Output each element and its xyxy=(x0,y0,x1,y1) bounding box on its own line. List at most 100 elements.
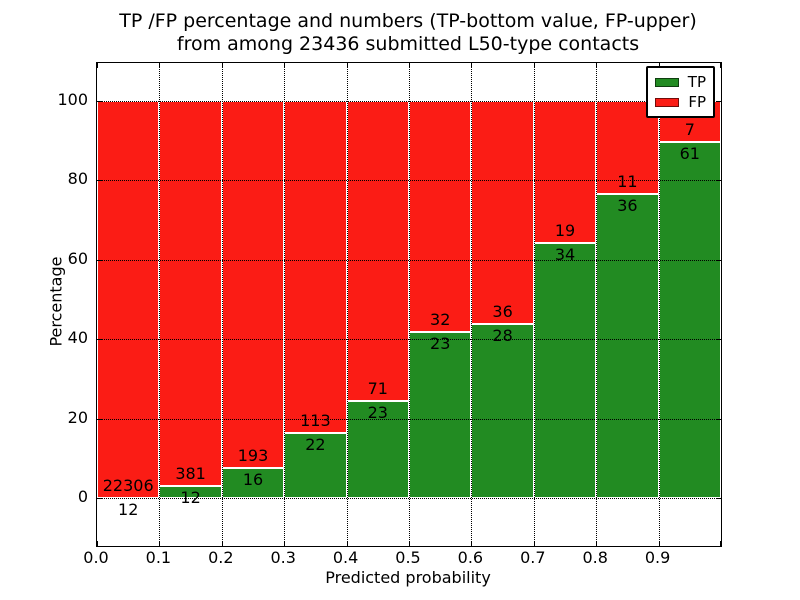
x-tick-mark xyxy=(97,541,98,546)
tp-count-label: 34 xyxy=(554,245,576,265)
bar-fp-segment xyxy=(533,101,597,244)
legend-label-fp: FP xyxy=(688,93,706,111)
x-tick-mark xyxy=(409,541,410,546)
x-tick-mark xyxy=(720,541,721,546)
x-tick-label: 0.4 xyxy=(332,548,359,567)
x-tick-mark xyxy=(471,541,473,546)
tp-count-label: 12 xyxy=(180,487,201,507)
x-tick-mark-top xyxy=(533,63,535,68)
fp-count-label: 113 xyxy=(300,411,331,431)
y-tick-mark-right xyxy=(716,418,721,420)
bars-layer xyxy=(97,63,721,546)
v-gridline xyxy=(409,63,410,546)
x-tick-label: 0.7 xyxy=(520,548,546,567)
legend-label-tp: TP xyxy=(687,73,706,91)
tick-layer xyxy=(97,63,721,546)
bar-fp-segment xyxy=(97,101,160,498)
bar-tp-segment xyxy=(346,400,409,498)
tp-count-label: 12 xyxy=(118,499,139,519)
v-gridline xyxy=(346,63,348,546)
x-tick-mark xyxy=(284,541,286,546)
fp-count-label: 22306 xyxy=(102,475,154,495)
y-tick-mark-right xyxy=(716,259,721,261)
v-gridline xyxy=(221,63,223,546)
legend: TP FP xyxy=(646,66,715,118)
x-tick-mark xyxy=(346,541,348,546)
x-tick-mark-top xyxy=(284,63,286,68)
y-tick-mark xyxy=(97,418,102,420)
tp-count-label: 61 xyxy=(679,143,700,163)
y-axis-label: Percentage xyxy=(46,256,66,347)
x-axis-label: Predicted probability xyxy=(325,568,491,587)
x-tick-mark-top xyxy=(658,63,660,68)
x-tick-label: 0.8 xyxy=(582,548,608,567)
x-tick-label: 0.1 xyxy=(145,548,172,567)
chart-title-line2: from among 23436 submitted L50-type cont… xyxy=(176,33,640,55)
x-tick-mark-top xyxy=(159,63,161,68)
x-tick-mark-top xyxy=(596,63,598,68)
y-tick-label: 100 xyxy=(57,90,88,109)
x-tick-label: 0.0 xyxy=(83,548,109,567)
chart-title: TP /FP percentage and numbers (TP-bottom… xyxy=(96,10,720,56)
y-tick-mark xyxy=(97,101,102,102)
bar-fp-segment xyxy=(596,101,659,194)
x-tick-mark-top xyxy=(720,63,721,68)
y-tick-label: 80 xyxy=(67,169,88,189)
fp-count-label: 71 xyxy=(367,378,388,398)
fp-count-label: 381 xyxy=(175,463,206,483)
bar-tp-segment xyxy=(471,324,534,498)
fp-count-label: 7 xyxy=(684,119,695,139)
bar-labels-layer: 22306 12 381 12 193 16 113 22 71 23 32 23 36 28 19 34 11… xyxy=(97,63,721,546)
x-tick-mark xyxy=(221,541,223,546)
chart-title-line1: TP /FP percentage and numbers (TP-bottom… xyxy=(119,10,697,32)
fp-count-label: 19 xyxy=(554,221,576,241)
v-gridline xyxy=(159,63,161,546)
y-tick-mark-right xyxy=(716,498,721,499)
v-gridline xyxy=(658,63,660,546)
y-tick-label: 20 xyxy=(67,407,88,427)
x-tick-label: 0.9 xyxy=(644,548,671,567)
x-tick-mark-top xyxy=(409,63,410,68)
fp-count-label: 193 xyxy=(237,445,269,465)
x-tick-mark xyxy=(159,541,161,546)
v-gridline xyxy=(596,63,598,546)
y-tick-label: 0 xyxy=(77,487,88,506)
y-tick-label: 40 xyxy=(67,328,88,348)
legend-item-tp: TP xyxy=(655,72,706,92)
v-gridline xyxy=(533,63,535,546)
bar-tp-segment xyxy=(533,243,597,498)
legend-item-fp: FP xyxy=(655,92,706,112)
bar-fp-segment xyxy=(409,101,472,332)
tp-count-label: 16 xyxy=(242,469,264,489)
y-tick-label: 60 xyxy=(67,248,88,268)
x-tick-label: 0.6 xyxy=(457,548,484,567)
bar-tp-segment xyxy=(409,331,472,498)
tp-count-label: 23 xyxy=(430,333,451,353)
grid-layer xyxy=(97,63,721,546)
y-tick-mark-right xyxy=(716,101,721,102)
x-tick-label: 0.2 xyxy=(208,548,234,567)
fp-count-label: 36 xyxy=(492,302,513,322)
bar-tp-segment xyxy=(596,193,659,498)
x-tick-mark-top xyxy=(97,63,98,68)
y-tick-mark xyxy=(97,498,102,499)
x-tick-mark xyxy=(658,541,660,546)
x-tick-mark xyxy=(596,541,598,546)
x-tick-mark-top xyxy=(471,63,473,68)
y-tick-mark xyxy=(97,339,102,341)
y-tick-mark-right xyxy=(716,339,721,341)
v-gridline xyxy=(284,63,286,546)
y-tick-mark xyxy=(97,180,102,182)
tp-count-label: 22 xyxy=(305,435,326,455)
legend-swatch-fp-icon xyxy=(655,97,680,107)
fp-count-label: 11 xyxy=(617,171,638,191)
x-tick-label: 0.5 xyxy=(395,548,421,567)
x-tick-mark xyxy=(533,541,535,546)
bar-tp-segment xyxy=(658,141,721,498)
fp-count-label: 32 xyxy=(430,309,451,329)
x-tick-mark-top xyxy=(346,63,348,68)
tp-count-label: 28 xyxy=(492,326,513,346)
legend-swatch-tp-icon xyxy=(655,77,679,87)
plot-area: 22306 12 381 12 193 16 113 22 71 23 32 23 36 28 19 34 11… xyxy=(96,62,722,547)
